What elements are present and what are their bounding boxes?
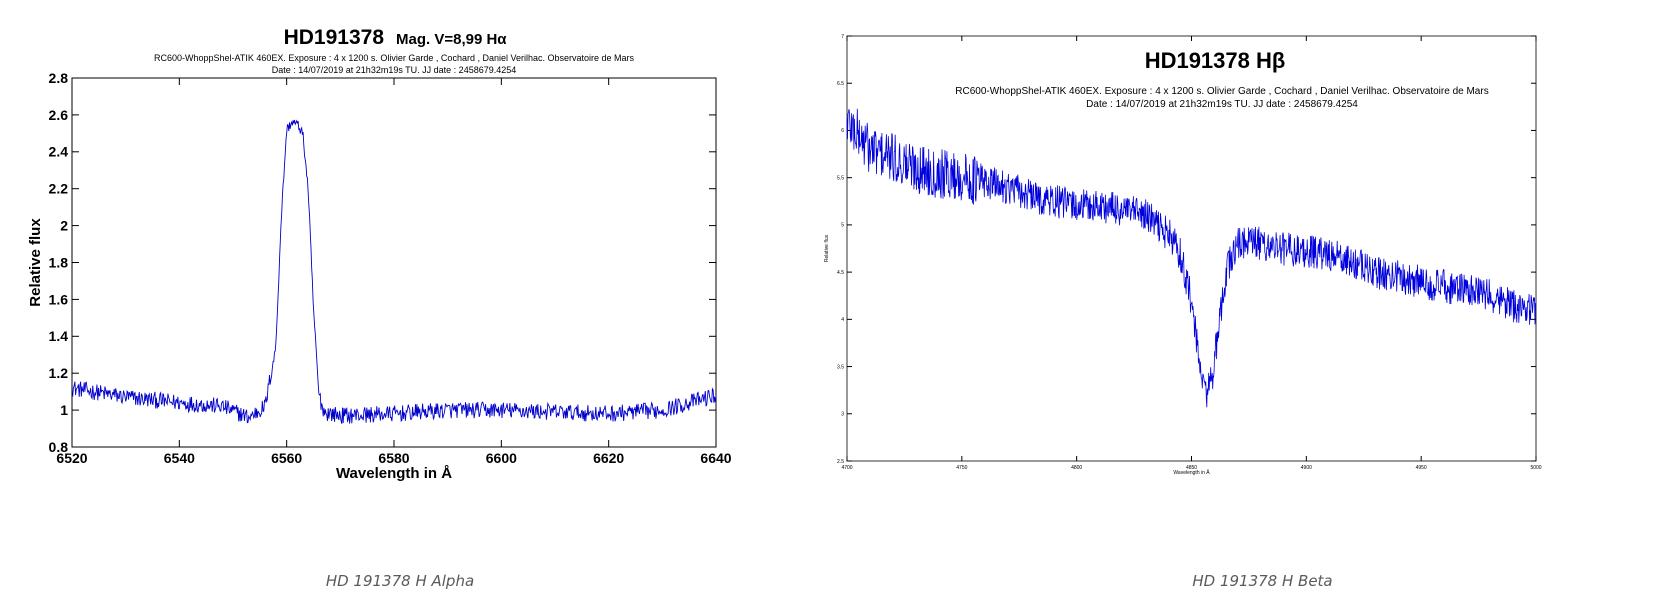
x-tick-label: 4900 [1301,465,1312,471]
y-tick-label: 2.2 [49,181,69,197]
x-tick-label: 6620 [593,450,624,466]
y-tick-label: 2.8 [49,70,69,86]
chart-subtitle-line1: RC600-WhoppShel-ATIK 460EX. Exposure : 4… [154,53,635,63]
chart-subtitle-line2: Date : 14/07/2019 at 21h32m19s TU. JJ da… [1086,99,1358,110]
y-tick-label: 1.2 [49,365,69,381]
plot-frame [71,77,717,448]
y-tick-label: 7 [841,34,844,40]
y-tick-label: 6 [841,128,844,134]
h-beta-chart-panel: HD191378 Hβ RC600-WhoppShel-ATIK 460EX. E… [824,0,1665,610]
y-tick-label: 3.5 [837,364,844,370]
y-tick-label: 1.6 [49,291,69,307]
x-tick-label: 4950 [1416,465,1427,471]
chart-subtitle-line2: Date : 14/07/2019 at 21h32m19s TU. JJ da… [272,65,517,75]
y-tick-label: 5.5 [837,175,844,181]
y-tick-label: 0.8 [49,439,69,455]
h-beta-caption: HD 191378 H Beta [1192,572,1333,590]
y-tick-label: 1.4 [49,328,69,344]
h-alpha-chart: HD191378 Mag. V=8,99 Hα RC600-WhoppShel-AT… [27,26,732,482]
chart-title-suffix: Mag. V=8,99 Hα [396,31,507,48]
chart-title: HD191378 [284,26,385,49]
x-tick-label: 4850 [1186,465,1197,471]
x-axis-label: Wavelength in Å [1173,469,1210,476]
x-tick-label: 4750 [956,465,967,471]
h-alpha-caption: HD 191378 H Alpha [325,572,475,590]
spectrum-line [71,119,717,424]
x-tick-label: 4800 [1071,465,1082,471]
x-tick-label: 6520 [56,450,87,466]
x-tick-label: 6560 [271,450,302,466]
y-tick-label: 3 [841,412,844,418]
x-tick-label: 5000 [1530,465,1541,471]
y-axis-label: Relative flux [27,218,44,307]
x-tick-label: 4700 [841,465,852,471]
y-tick-label: 2.5 [837,459,844,465]
y-tick-label: 6.5 [837,81,844,87]
y-tick-label: 2.6 [49,107,69,123]
y-tick-label: 1 [60,402,68,418]
y-tick-label: 2.4 [49,144,69,160]
h-beta-chart: HD191378 Hβ RC600-WhoppShel-ATIK 460EX. E… [824,34,1542,476]
x-tick-label: 6640 [700,450,731,466]
x-tick-label: 6580 [378,450,409,466]
y-tick-label: 4 [841,317,844,323]
y-tick-label: 2 [60,218,68,234]
y-tick-label: 4.5 [837,270,844,276]
x-tick-label: 6540 [164,450,195,466]
x-tick-label: 6600 [486,450,517,466]
y-axis-label: Relative flux [824,234,830,262]
y-tick-label: 5 [841,223,844,229]
spectrum-line [846,108,1537,408]
h-alpha-chart-panel: HD191378 Mag. V=8,99 Hα RC600-WhoppShel-AT… [0,0,800,610]
chart-subtitle-line1: RC600-WhoppShel-ATIK 460EX. Exposure : 4… [955,86,1488,97]
chart-title: HD191378 Hβ [1145,48,1286,73]
x-axis-label: Wavelength in Å [336,465,452,482]
y-tick-label: 1.8 [49,254,69,270]
